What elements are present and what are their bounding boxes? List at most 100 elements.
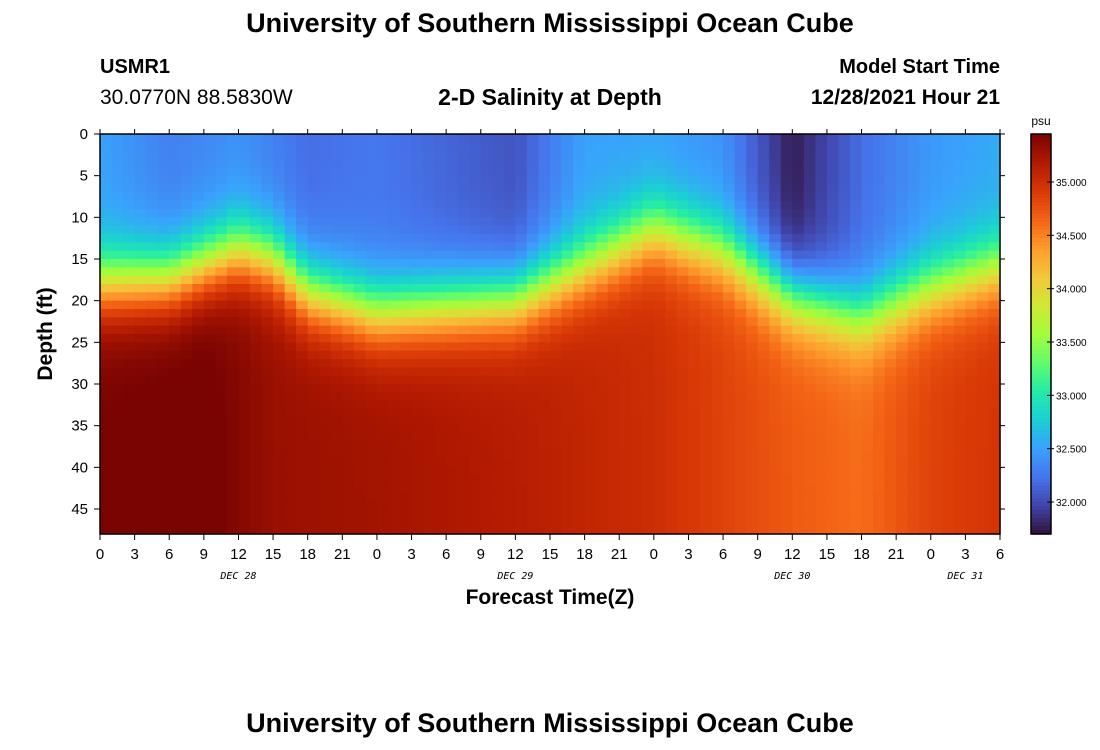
heatmap-cell — [965, 234, 978, 243]
heatmap-cell — [734, 342, 747, 352]
heatmap-cell — [215, 384, 228, 393]
heatmap-cell — [411, 284, 424, 293]
heatmap-cell — [480, 275, 493, 285]
heatmap-cell — [757, 159, 770, 168]
heatmap-cell — [930, 475, 943, 485]
heatmap-cell — [538, 342, 551, 352]
heatmap-cell — [423, 159, 436, 168]
heatmap-cell — [319, 359, 332, 368]
heatmap-cell — [538, 175, 551, 185]
heatmap-cell — [215, 209, 228, 218]
heatmap-cell — [665, 292, 678, 302]
heatmap-cell — [353, 325, 366, 335]
heatmap-cell — [850, 175, 863, 185]
heatmap-cell — [296, 375, 309, 385]
heatmap-cell — [180, 200, 193, 210]
heatmap-cell — [203, 325, 216, 335]
heatmap-cell — [480, 167, 493, 177]
heatmap-cell — [700, 300, 713, 310]
heatmap-cell — [157, 484, 170, 493]
heatmap-cell — [734, 142, 747, 152]
heatmap-cell — [169, 359, 182, 368]
heatmap-cell — [734, 484, 747, 493]
heatmap-cell — [838, 234, 851, 243]
heatmap-cell — [515, 392, 528, 402]
heatmap-cell — [850, 267, 863, 277]
heatmap-cell — [342, 384, 355, 393]
heatmap-cell — [607, 492, 620, 502]
heatmap-cell — [330, 300, 343, 310]
heatmap-cell — [942, 317, 955, 327]
heatmap-cell — [826, 225, 840, 235]
heatmap-cell — [896, 334, 909, 343]
heatmap-cell — [826, 467, 840, 477]
heatmap-cell — [665, 467, 678, 477]
heatmap-cell — [688, 259, 701, 268]
heatmap-cell — [746, 175, 759, 185]
heatmap-cell — [353, 425, 366, 435]
heatmap-cell — [965, 175, 978, 185]
heatmap-cell — [250, 192, 263, 202]
heatmap-cell — [826, 334, 840, 343]
heatmap-cell — [930, 284, 943, 293]
heatmap-cell — [942, 167, 955, 177]
heatmap-cell — [642, 175, 655, 185]
heatmap-cell — [653, 342, 666, 352]
heatmap-cell — [376, 442, 390, 452]
heatmap-cell — [330, 450, 343, 460]
heatmap-cell — [388, 525, 401, 535]
heatmap-cell — [515, 375, 528, 385]
heatmap-cell — [250, 342, 263, 352]
heatmap-cell — [930, 450, 943, 460]
heatmap-cell — [192, 459, 205, 468]
heatmap-cell — [896, 209, 909, 218]
heatmap-cell — [480, 325, 493, 335]
heatmap-cell — [157, 267, 170, 277]
heatmap-cell — [861, 309, 874, 318]
heatmap-cell — [261, 159, 274, 168]
colorbar-segment — [1031, 506, 1051, 511]
heatmap-cell — [746, 409, 759, 418]
heatmap-cell — [215, 434, 228, 443]
heatmap-cell — [111, 342, 124, 352]
heatmap-cell — [896, 142, 909, 152]
heatmap-cell — [573, 250, 586, 260]
heatmap-cell — [815, 325, 828, 335]
heatmap-cell — [884, 367, 897, 377]
heatmap-cell — [780, 425, 793, 435]
heatmap-cell — [838, 317, 851, 327]
heatmap-cell — [884, 484, 897, 493]
heatmap-cell — [238, 309, 251, 318]
heatmap-cell — [273, 467, 286, 477]
heatmap-cell — [723, 500, 736, 510]
heatmap-cell — [746, 134, 759, 143]
heatmap-cell — [134, 492, 147, 502]
heatmap-cell — [803, 317, 816, 327]
heatmap-cell — [815, 425, 828, 435]
heatmap-cell — [942, 417, 955, 427]
colorbar-segment — [1031, 254, 1051, 259]
heatmap-cell — [561, 259, 574, 268]
heatmap-cell — [123, 159, 136, 168]
heatmap-cell — [907, 142, 920, 152]
heatmap-cell — [861, 525, 874, 535]
colorbar-segment — [1031, 502, 1051, 507]
heatmap-cell — [976, 234, 990, 243]
heatmap-cell — [826, 309, 840, 318]
heatmap-cell — [711, 317, 724, 327]
heatmap-cell — [526, 384, 540, 393]
heatmap-cell — [434, 509, 447, 518]
heatmap-cell — [273, 317, 286, 327]
heatmap-cell — [503, 375, 516, 385]
heatmap-cell — [100, 475, 113, 485]
heatmap-cell — [238, 342, 251, 352]
heatmap-cell — [134, 525, 147, 535]
heatmap-cell — [976, 517, 990, 527]
heatmap-cell — [111, 242, 124, 252]
heatmap-cell — [573, 434, 586, 443]
x-tick-label: 3 — [961, 546, 969, 563]
heatmap-cell — [111, 259, 124, 268]
heatmap-cell — [838, 134, 851, 143]
heatmap-cell — [134, 442, 147, 452]
heatmap-cell — [146, 459, 159, 468]
